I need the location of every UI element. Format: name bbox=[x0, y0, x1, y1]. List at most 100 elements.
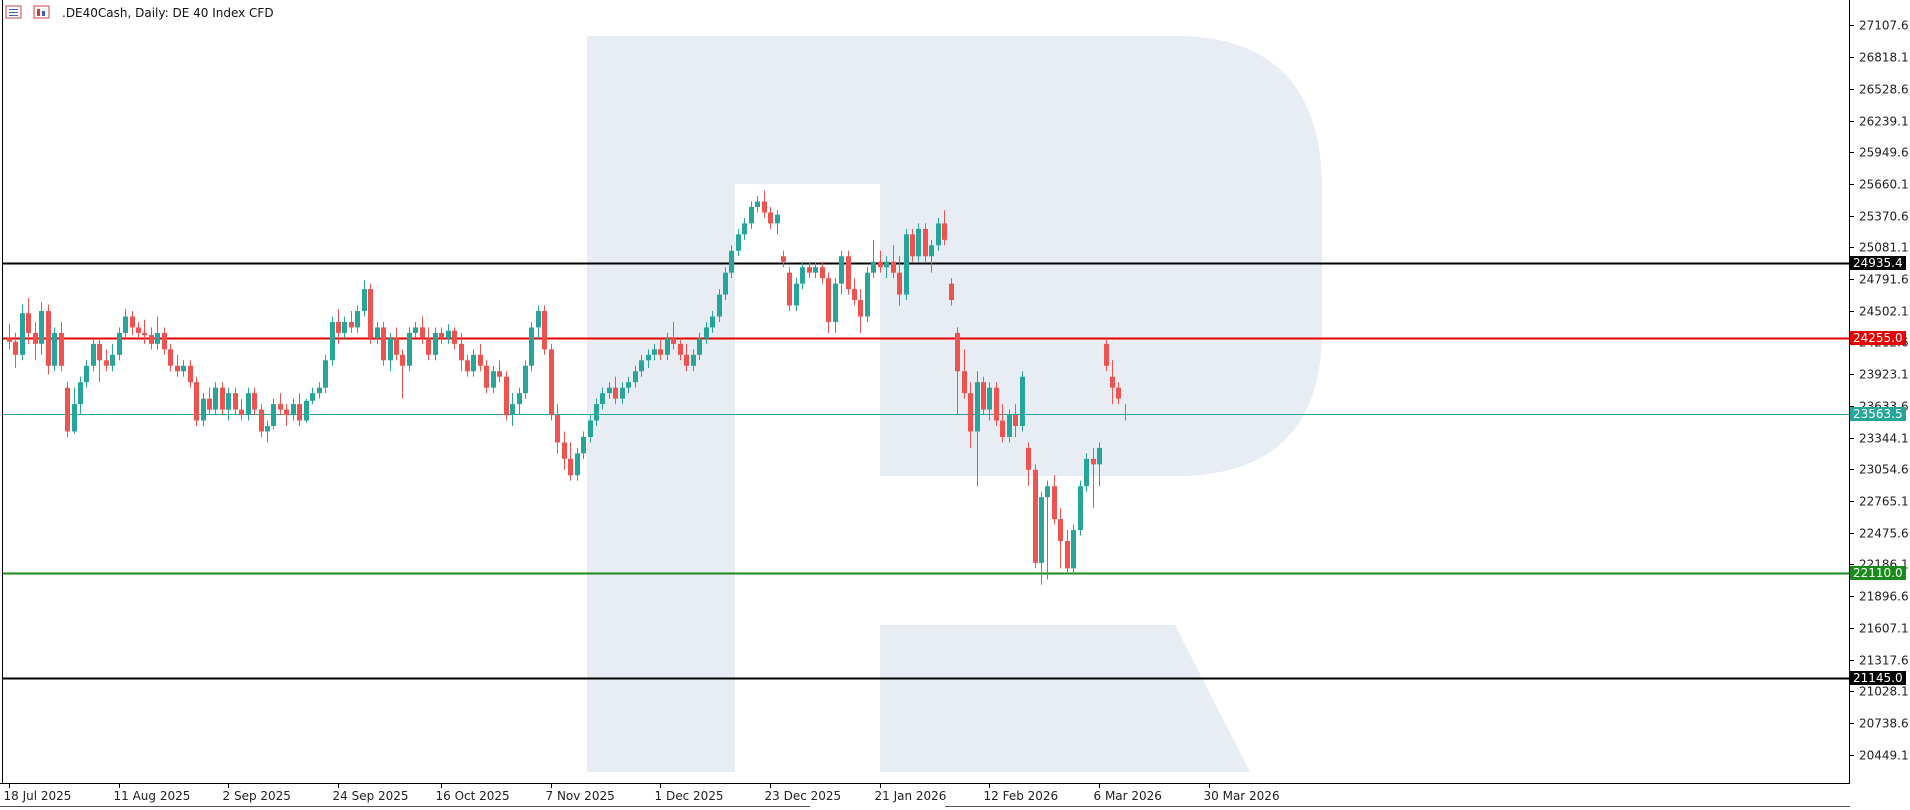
candle bbox=[1013, 404, 1018, 437]
candle-body bbox=[987, 387, 992, 410]
candle bbox=[110, 343, 115, 372]
candle-body bbox=[123, 316, 128, 333]
candle bbox=[394, 327, 399, 361]
candle bbox=[349, 311, 354, 333]
candle-body bbox=[787, 272, 792, 306]
candle-body bbox=[175, 365, 180, 372]
candle-body bbox=[72, 404, 77, 432]
candle bbox=[233, 387, 238, 416]
x-tick-label: 21 Jan 2026 bbox=[875, 789, 947, 803]
candle bbox=[439, 327, 444, 344]
candle-body bbox=[833, 283, 838, 322]
candle-body bbox=[1071, 530, 1076, 569]
candle-body bbox=[652, 349, 657, 355]
candle-body bbox=[130, 316, 135, 328]
candle bbox=[33, 321, 38, 361]
candle-body bbox=[600, 393, 605, 405]
candle-body bbox=[362, 289, 367, 312]
candle-body bbox=[1000, 420, 1005, 437]
chart-properties-icon[interactable] bbox=[33, 5, 50, 19]
x-tick-label: 12 Feb 2026 bbox=[984, 789, 1059, 803]
candle-body bbox=[342, 321, 347, 333]
x-tick-label: 11 Aug 2025 bbox=[114, 789, 191, 803]
candle bbox=[942, 210, 947, 246]
candle-body bbox=[839, 256, 844, 284]
candle bbox=[729, 245, 734, 279]
candle bbox=[426, 327, 431, 361]
candle-body bbox=[388, 338, 393, 361]
candle bbox=[65, 382, 70, 437]
candle bbox=[671, 321, 676, 350]
candle bbox=[465, 354, 470, 377]
candle-body bbox=[1058, 519, 1063, 541]
candle-body bbox=[684, 354, 689, 366]
x-tick-label: 2 Sep 2025 bbox=[223, 789, 291, 803]
watermark-leg bbox=[880, 625, 1250, 772]
candle bbox=[529, 321, 534, 372]
candle bbox=[807, 261, 812, 279]
candle-body bbox=[375, 327, 380, 339]
candle-body bbox=[91, 343, 96, 366]
candle-body bbox=[310, 393, 315, 401]
candle-body bbox=[929, 245, 934, 257]
candle bbox=[175, 354, 180, 377]
candle bbox=[620, 382, 625, 405]
watermark-bowl-outer bbox=[735, 36, 1322, 476]
candle-body bbox=[20, 313, 25, 355]
candle bbox=[975, 371, 980, 487]
resistance-level-label: 24255.0 bbox=[1850, 331, 1906, 345]
candle bbox=[381, 321, 386, 366]
candle-body bbox=[1007, 415, 1012, 437]
candle-body bbox=[13, 341, 18, 355]
candle bbox=[246, 387, 251, 421]
candle bbox=[1033, 464, 1038, 569]
candle bbox=[517, 387, 522, 416]
candle bbox=[768, 206, 773, 229]
y-tick-label: 21028.1 bbox=[1859, 685, 1909, 699]
candle-body bbox=[1097, 447, 1102, 465]
candle bbox=[433, 327, 438, 361]
lower-black-level-label: 21145.0 bbox=[1850, 671, 1906, 685]
candle-body bbox=[762, 201, 767, 213]
candle-body bbox=[33, 332, 38, 344]
candles bbox=[7, 190, 1128, 585]
candle bbox=[400, 349, 405, 399]
candle-body bbox=[871, 261, 876, 273]
candle bbox=[26, 297, 31, 344]
candle bbox=[549, 343, 554, 421]
y-tick-label: 20738.6 bbox=[1859, 717, 1909, 731]
candle-body bbox=[246, 393, 251, 416]
candle-body bbox=[975, 382, 980, 432]
candle-body bbox=[1078, 486, 1083, 531]
candle-body bbox=[555, 415, 560, 443]
candle bbox=[891, 245, 896, 279]
candle-body bbox=[588, 420, 593, 437]
y-tick-label: 25660.1 bbox=[1859, 178, 1909, 192]
candle-body bbox=[1020, 376, 1025, 426]
candle-body bbox=[846, 256, 851, 290]
candle-body bbox=[400, 354, 405, 366]
candle bbox=[446, 324, 451, 344]
candle-body bbox=[904, 234, 909, 295]
candle bbox=[904, 228, 909, 301]
candle bbox=[1116, 382, 1121, 405]
candle bbox=[78, 376, 83, 416]
candle bbox=[1052, 475, 1057, 525]
candle bbox=[91, 338, 96, 372]
candle-body bbox=[104, 360, 109, 366]
candle bbox=[742, 217, 747, 240]
candle-body bbox=[7, 338, 12, 342]
candle bbox=[388, 332, 393, 372]
chart-menu-icon[interactable] bbox=[5, 5, 22, 19]
symbol-title: .DE40Cash, Daily: DE 40 Index CFD bbox=[62, 6, 274, 20]
candle-body bbox=[452, 330, 457, 344]
y-tick-label: 21317.6 bbox=[1859, 654, 1909, 668]
watermark-logo bbox=[587, 36, 1322, 772]
candle-body bbox=[465, 360, 470, 372]
candle bbox=[259, 404, 264, 437]
candle-body bbox=[665, 338, 670, 355]
level-label-text: 24935.4 bbox=[1853, 256, 1903, 270]
candle-body bbox=[291, 404, 296, 416]
candle bbox=[717, 289, 722, 322]
